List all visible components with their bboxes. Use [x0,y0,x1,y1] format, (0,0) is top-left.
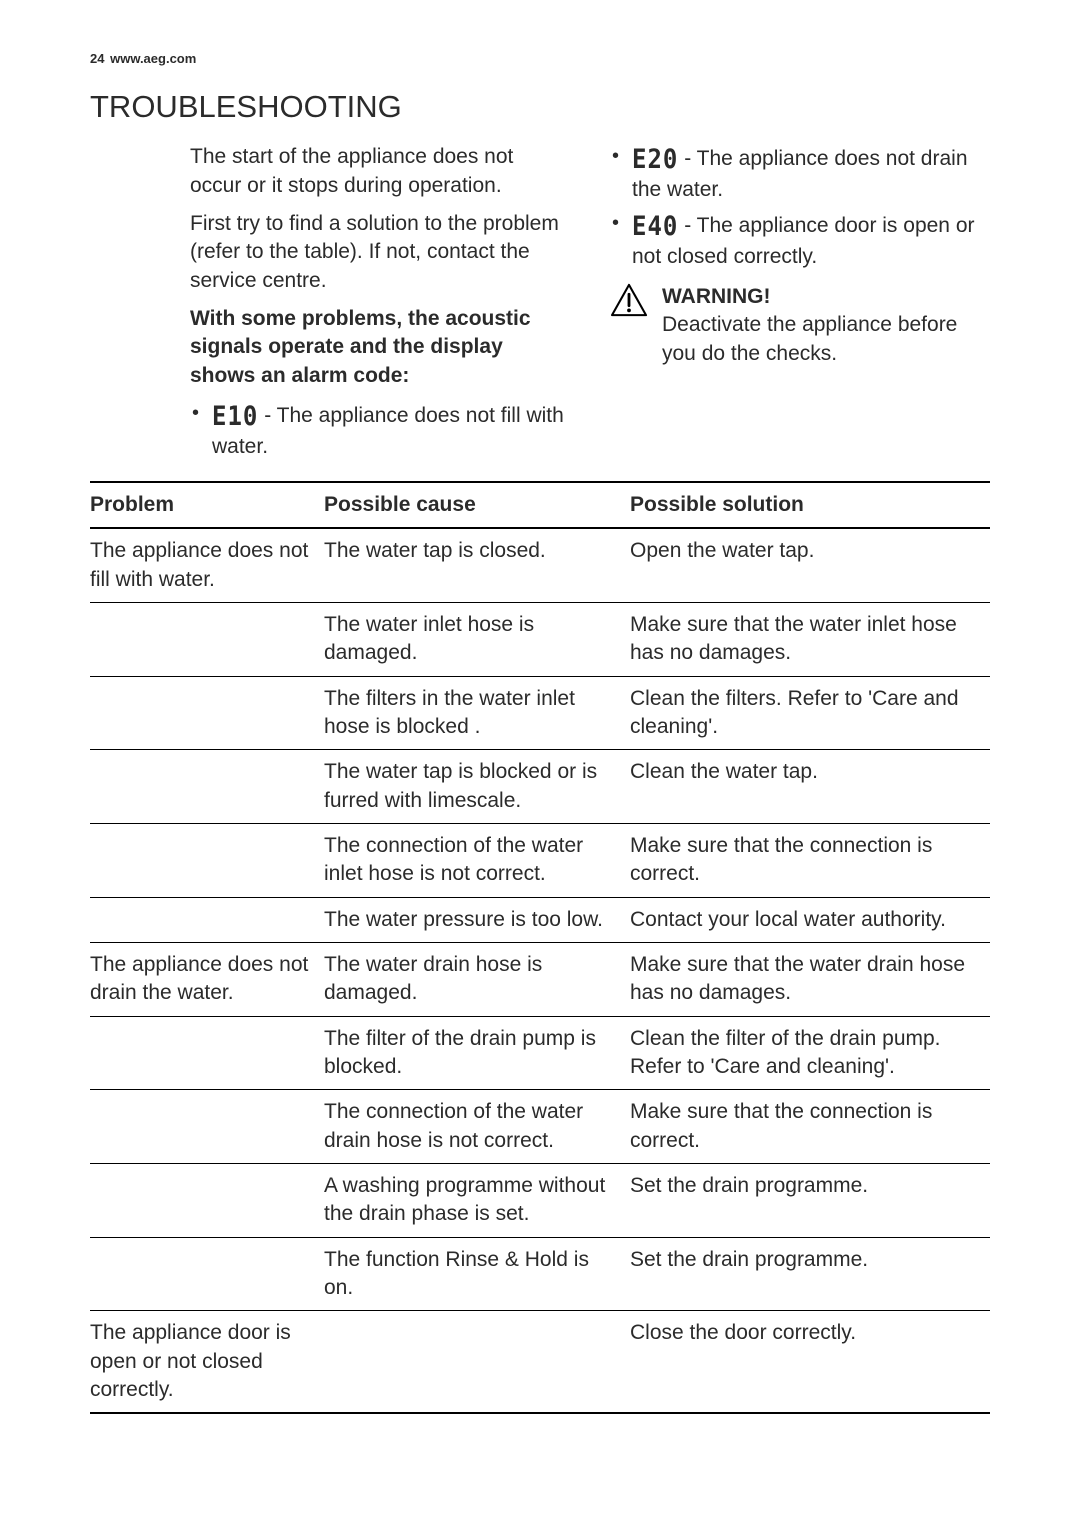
table-header-solution: Possible solution [630,482,990,528]
table-cell-solution: Set the drain programme. [630,1164,990,1238]
table-cell-cause: The filter of the drain pump is blocked. [324,1016,630,1090]
table-cell-cause: The water drain hose is damaged. [324,943,630,1017]
table-cell-solution: Close the door correctly. [630,1311,990,1414]
page-meta: 24 www.aeg.com [90,50,990,68]
code-text: - The appliance does not drain the water… [632,147,968,200]
warning-title: WARNING! [662,283,990,311]
error-code-e20: E20 [632,142,678,178]
table-cell-solution: Make sure that the connection is correct… [630,1090,990,1164]
table-cell-problem [90,750,324,824]
table-cell-solution: Open the water tap. [630,528,990,602]
table-cell-problem [90,1164,324,1238]
warning-block: WARNING! Deactivate the appliance before… [610,283,990,368]
table-cell-cause: The water inlet hose is damaged. [324,602,630,676]
table-cell-cause: The filters in the water inlet hose is b… [324,676,630,750]
table-cell-cause: The connection of the water inlet hose i… [324,823,630,897]
warning-body: Deactivate the appliance before you do t… [662,311,990,368]
table-header-problem: Problem [90,482,324,528]
code-item: E40 - The appliance door is open or not … [610,210,990,271]
table-cell-problem: The appliance does not drain the water. [90,943,324,1017]
error-code-e10: E10 [212,399,258,435]
code-text: - The appliance door is open or not clos… [632,214,975,267]
alarm-intro: With some problems, the acoustic signals… [190,305,570,390]
error-code-e40: E40 [632,209,678,245]
table-cell-cause: The water pressure is too low. [324,897,630,942]
site-url: www.aeg.com [110,51,196,66]
table-cell-problem [90,602,324,676]
troubleshooting-table: Problem Possible cause Possible solution… [90,481,990,1415]
table-cell-solution: Clean the filter of the drain pump. Refe… [630,1016,990,1090]
table-cell-problem [90,676,324,750]
intro-para-2: First try to find a solution to the prob… [190,210,570,295]
table-cell-solution: Contact your local water authority. [630,897,990,942]
right-column: E20 - The appliance does not drain the w… [610,143,990,466]
table-cell-problem: The appliance door is open or not closed… [90,1311,324,1414]
table-cell-cause: The connection of the water drain hose i… [324,1090,630,1164]
table-cell-problem: The appliance does not fill with water. [90,528,324,602]
table-cell-solution: Make sure that the water drain hose has … [630,943,990,1017]
table-cell-solution: Clean the water tap. [630,750,990,824]
table-cell-cause: The water tap is blocked or is furred wi… [324,750,630,824]
intro-para-1: The start of the appliance does not occu… [190,143,570,200]
table-cell-problem [90,1090,324,1164]
code-text: - The appliance does not fill with water… [212,404,564,457]
table-cell-problem [90,1237,324,1311]
left-column: The start of the appliance does not occu… [190,143,570,466]
table-header-cause: Possible cause [324,482,630,528]
table-cell-solution: Make sure that the water inlet hose has … [630,602,990,676]
page-title: TROUBLESHOOTING [90,86,990,128]
code-item: E20 - The appliance does not drain the w… [610,143,990,204]
table-cell-problem [90,897,324,942]
table-cell-solution: Clean the filters. Refer to 'Care and cl… [630,676,990,750]
table-cell-cause [324,1311,630,1414]
table-cell-problem [90,1016,324,1090]
table-cell-cause: The water tap is closed. [324,528,630,602]
table-cell-solution: Set the drain programme. [630,1237,990,1311]
page-number: 24 [90,51,104,66]
warning-icon [610,283,648,368]
code-item: E10 - The appliance does not fill with w… [190,400,570,461]
table-cell-cause: The function Rinse & Hold is on. [324,1237,630,1311]
table-cell-solution: Make sure that the connection is correct… [630,823,990,897]
table-cell-problem [90,823,324,897]
table-cell-cause: A washing programme without the drain ph… [324,1164,630,1238]
